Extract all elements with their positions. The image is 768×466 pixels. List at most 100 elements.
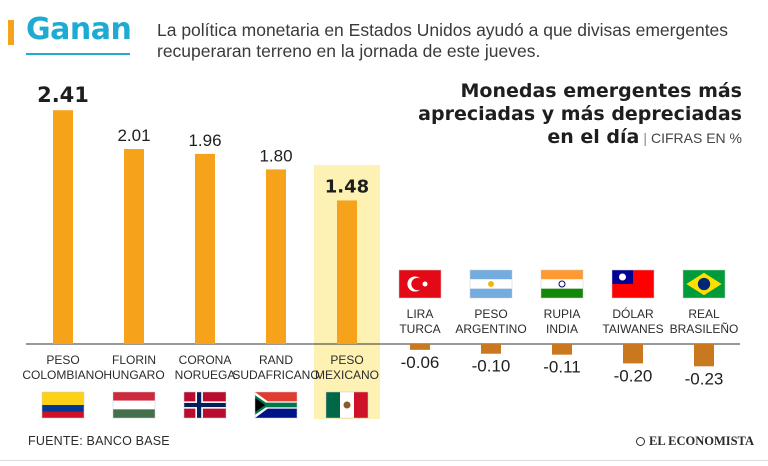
bar-zar (266, 169, 286, 344)
bar-inr (552, 344, 572, 355)
flag-red (42, 411, 84, 418)
flag-border (398, 269, 442, 299)
category-label-cop-0: PESO (46, 353, 79, 367)
flag-blue (42, 405, 84, 412)
taiwan-flag (611, 269, 655, 299)
colombia-flag (41, 391, 85, 419)
flag-red (354, 392, 368, 418)
category-label-inr-1: INDIA (546, 322, 578, 336)
brazil-flag (682, 269, 726, 299)
chart-unit-separator: | (643, 130, 647, 146)
flag-black-tri (255, 397, 266, 413)
value-label-cop: 2.41 (37, 83, 89, 107)
value-label-mxn: 1.48 (325, 176, 369, 197)
value-label-zar: 1.80 (259, 146, 292, 165)
flag-white (113, 400, 155, 410)
norway-flag (183, 391, 227, 419)
value-label-ars: -0.10 (472, 357, 511, 376)
chart-title: Monedas emergentes más apreciadas y más … (382, 80, 742, 150)
mexico-flag (325, 391, 369, 419)
bar-ars (481, 344, 501, 354)
value-label-try: -0.06 (401, 353, 440, 372)
flag-blue-top (470, 270, 512, 280)
flag-red (113, 392, 155, 401)
flag-border (183, 391, 227, 419)
category-label-ars-0: PESO (474, 307, 507, 321)
turkey-flag (398, 269, 442, 299)
south-africa-flag (254, 391, 298, 419)
flag-emblem (343, 401, 351, 409)
bar-twd (623, 344, 643, 364)
flag-blue-h (184, 402, 226, 408)
category-label-ars-1: ARGENTINO (455, 322, 526, 336)
flag-green (541, 288, 583, 298)
hungary-flag (112, 391, 156, 419)
india-flag (540, 269, 584, 299)
flag-star (422, 281, 428, 287)
category-label-brl-0: REAL (688, 307, 720, 321)
category-label-inr-0: RUPIA (544, 307, 581, 321)
flag-border (540, 269, 584, 299)
chart-title-line-3: en el día | CIFRAS EN % (382, 126, 742, 150)
chart-title-line-2: apreciadas y más depreciadas (418, 103, 742, 125)
value-label-huf: 2.01 (117, 126, 150, 145)
category-label-huf-0: FLORIN (112, 353, 156, 367)
value-label-twd: -0.20 (614, 366, 653, 385)
bar-nok (195, 153, 215, 344)
flag-border (112, 391, 156, 419)
subtitle: La política monetaria en Estados Unidos … (157, 20, 729, 61)
title-underline (26, 53, 130, 55)
source-note: FUENTE: BANCO BASE (28, 434, 170, 448)
bar-mxn (337, 200, 357, 344)
category-label-nok-0: CORONA (179, 353, 232, 367)
category-label-nok-1: NORUEGA (175, 368, 236, 382)
flag-green-band (255, 402, 297, 408)
section-title: Ganan (26, 12, 132, 47)
category-label-brl-1: BRASILEÑO (670, 322, 739, 336)
bar-huf (124, 149, 144, 344)
category-label-cop-1: COLOMBIANO (22, 368, 103, 382)
title-accent-bar (8, 20, 14, 45)
category-label-mxn-0: PESO (330, 353, 363, 367)
category-label-zar-0: RAND (259, 353, 293, 367)
flag-border (469, 269, 513, 299)
argentina-flag (469, 269, 513, 299)
bar-brl (694, 344, 714, 367)
bar-try (410, 344, 430, 350)
chart-unit-label: | CIFRAS EN % (639, 130, 742, 146)
flag-yellow (42, 392, 84, 405)
brand-logo: EL ECONOMISTA (636, 434, 754, 449)
bottom-frame-line (0, 460, 768, 461)
brand-name: EL ECONOMISTA (649, 434, 754, 448)
flag-border (254, 391, 298, 419)
flag-border (682, 269, 726, 299)
flag-white (541, 279, 583, 289)
flag-border (325, 391, 369, 419)
flag-chakra (558, 280, 566, 288)
flag-green (326, 392, 340, 418)
flag-saffron (541, 270, 583, 280)
flag-blue-bottom (470, 288, 512, 298)
value-label-inr: -0.11 (543, 358, 581, 377)
category-label-mxn-1: MEXICANO (315, 368, 379, 382)
flag-border (41, 391, 85, 419)
flag-globe (697, 277, 711, 291)
flag-border (611, 269, 655, 299)
category-label-twd-0: DÓLAR (612, 306, 654, 321)
chart-unit-text: CIFRAS EN % (650, 130, 742, 146)
chart-title-line-1: Monedas emergentes más (460, 80, 743, 102)
chart-title-line-3-text: en el día (547, 126, 640, 148)
value-label-brl: -0.23 (685, 369, 724, 388)
flag-sun (488, 281, 494, 287)
category-label-try-1: TURCA (399, 322, 440, 336)
flag-green (113, 409, 155, 418)
value-label-nok: 1.96 (188, 131, 221, 150)
flag-sun (619, 273, 626, 281)
flag-crescent-inner (411, 277, 424, 291)
category-label-try-0: LIRA (407, 307, 434, 321)
category-label-zar-1: SUDAFRICANO (232, 368, 319, 382)
brand-icon (636, 437, 645, 446)
bar-cop (53, 110, 73, 344)
category-label-huf-1: HUNGARO (103, 368, 164, 382)
